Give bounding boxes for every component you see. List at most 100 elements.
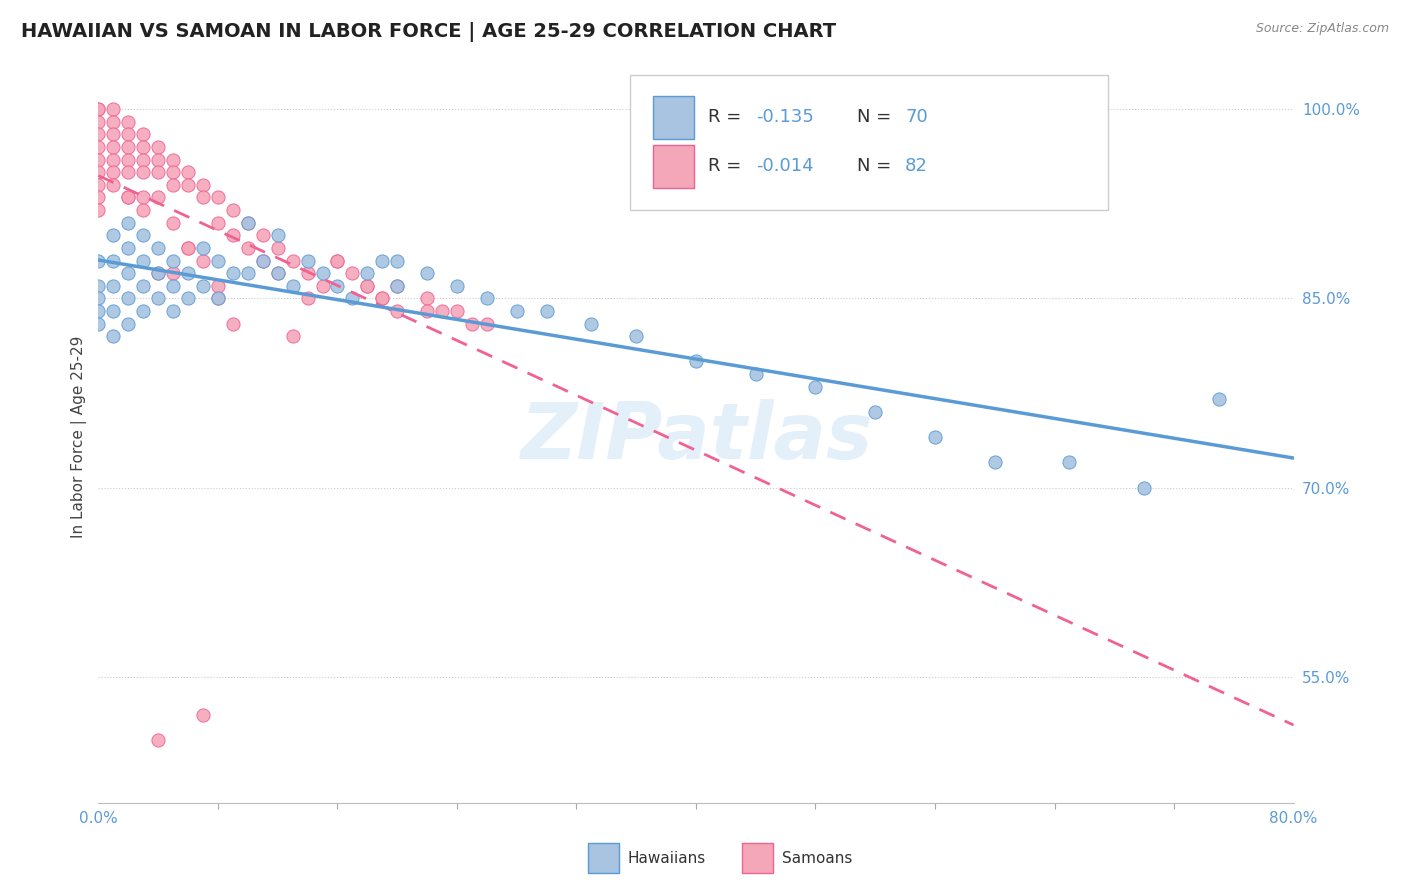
Point	[162, 266, 184, 280]
Point	[222, 266, 245, 280]
Point	[132, 153, 155, 167]
Point	[103, 165, 125, 179]
Point	[132, 228, 155, 243]
Point	[177, 165, 200, 179]
Point	[207, 278, 229, 293]
Point	[117, 190, 139, 204]
Point	[1208, 392, 1230, 407]
Point	[416, 266, 439, 280]
Point	[326, 253, 349, 268]
Point	[236, 241, 259, 255]
Point	[148, 266, 170, 280]
Point	[162, 253, 184, 268]
Text: N =: N =	[858, 109, 897, 127]
Point	[87, 128, 110, 142]
Point	[865, 405, 887, 419]
Point	[117, 115, 139, 129]
Point	[236, 216, 259, 230]
Point	[132, 165, 155, 179]
Point	[177, 178, 200, 192]
Point	[281, 329, 304, 343]
Point	[162, 304, 184, 318]
Point	[430, 304, 453, 318]
Point	[148, 190, 170, 204]
Point	[311, 278, 333, 293]
Point	[191, 241, 214, 255]
Point	[87, 140, 110, 154]
Point	[103, 128, 125, 142]
Point	[252, 253, 274, 268]
Point	[191, 253, 214, 268]
Point	[984, 455, 1007, 469]
Point	[356, 278, 378, 293]
Point	[236, 216, 259, 230]
Point	[804, 379, 827, 393]
Point	[162, 153, 184, 167]
Point	[356, 278, 378, 293]
Text: R =: R =	[709, 109, 747, 127]
Point	[1133, 481, 1156, 495]
Text: Hawaiians: Hawaiians	[627, 851, 706, 865]
Point	[207, 216, 229, 230]
Point	[117, 153, 139, 167]
Point	[87, 178, 110, 192]
Point	[745, 367, 768, 381]
Point	[132, 203, 155, 218]
Point	[252, 228, 274, 243]
Point	[148, 291, 170, 305]
Point	[87, 115, 110, 129]
Point	[207, 291, 229, 305]
Point	[222, 317, 245, 331]
Point	[297, 253, 319, 268]
Point	[177, 291, 200, 305]
Point	[207, 190, 229, 204]
Point	[342, 266, 364, 280]
Point	[416, 291, 439, 305]
Point	[581, 317, 603, 331]
Point	[461, 317, 484, 331]
Point	[117, 266, 139, 280]
Point	[117, 190, 139, 204]
Point	[162, 178, 184, 192]
Point	[191, 707, 214, 722]
Point	[177, 241, 200, 255]
Point	[385, 253, 409, 268]
Point	[87, 317, 110, 331]
Point	[148, 153, 170, 167]
Point	[536, 304, 558, 318]
Point	[162, 278, 184, 293]
Point	[267, 241, 290, 255]
Point	[626, 329, 648, 343]
Text: 82: 82	[905, 158, 928, 176]
Point	[87, 253, 110, 268]
Point	[446, 304, 468, 318]
Point	[475, 291, 498, 305]
Text: R =: R =	[709, 158, 747, 176]
Point	[103, 140, 125, 154]
Point	[103, 102, 125, 116]
Text: Samoans: Samoans	[782, 851, 852, 865]
Point	[342, 291, 364, 305]
Point	[103, 153, 125, 167]
Point	[281, 278, 304, 293]
Point	[326, 253, 349, 268]
Point	[87, 304, 110, 318]
FancyBboxPatch shape	[630, 75, 1108, 211]
Point	[506, 304, 529, 318]
Point	[87, 190, 110, 204]
Point	[103, 228, 125, 243]
Point	[446, 278, 468, 293]
Text: -0.014: -0.014	[756, 158, 813, 176]
Point	[87, 153, 110, 167]
Point	[132, 140, 155, 154]
Point	[191, 178, 214, 192]
Point	[281, 253, 304, 268]
Point	[297, 291, 319, 305]
Point	[103, 253, 125, 268]
Point	[117, 241, 139, 255]
Point	[385, 278, 409, 293]
Point	[117, 291, 139, 305]
Y-axis label: In Labor Force | Age 25-29: In Labor Force | Age 25-29	[72, 336, 87, 538]
Text: -0.135: -0.135	[756, 109, 814, 127]
Point	[117, 216, 139, 230]
